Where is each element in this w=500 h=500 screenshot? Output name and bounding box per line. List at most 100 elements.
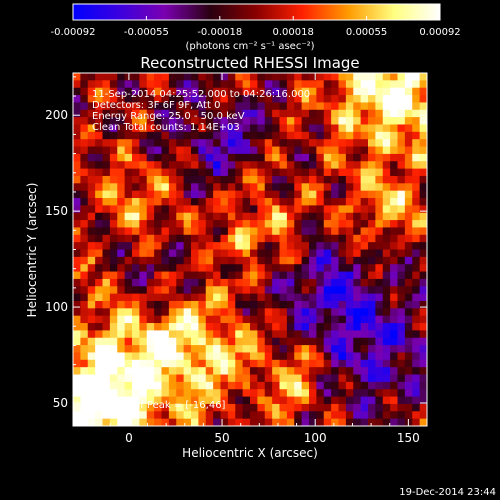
heatmap-cell [338,352,347,361]
heatmap-cell [235,411,244,420]
heatmap-cell [154,95,163,103]
heatmap-cell [331,220,340,228]
heatmap-cell [331,95,340,103]
heatmap-cell [168,256,177,265]
heatmap-cell [132,315,140,324]
y-axis-label: Heliocentric Y (arcsec) [25,183,39,318]
heatmap-cell [227,256,236,265]
y-tick-label: 50 [53,396,68,410]
heatmap-cell [205,139,214,148]
heatmap-cell [397,352,406,361]
heatmap-cell [382,396,391,405]
heatmap-cell [390,198,399,206]
heatmap-cell [176,403,185,412]
heatmap-cell [168,411,177,420]
heatmap-cell [124,131,133,140]
heatmap-cell [272,271,281,280]
heatmap-cell [139,345,148,353]
heatmap-cell [368,403,376,412]
heatmap-cell [95,161,104,170]
heatmap-cell [397,109,406,118]
heatmap-cell [345,249,354,258]
heatmap-cell [375,411,384,420]
heatmap-cell [368,359,376,368]
heatmap-cell [80,308,89,317]
heatmap-cell [176,300,185,309]
heatmap-cell [146,153,155,162]
heatmap-cell [235,403,244,412]
heatmap-cell [132,403,140,412]
heatmap-cell [264,117,273,125]
heatmap-cell [176,168,185,177]
heatmap-cell [323,337,332,346]
heatmap-cell [176,286,185,295]
heatmap-cell [316,95,325,103]
heatmap-cell [154,124,163,133]
heatmap-cell [404,212,413,221]
heatmap-cell [404,337,413,346]
heatmap-cell [257,80,266,89]
heatmap-cell [338,198,347,206]
heatmap-cell [294,418,303,426]
heatmap-cell [242,220,251,228]
heatmap-cell [353,330,362,339]
heatmap-cell [264,308,273,317]
heatmap-cell [235,234,244,243]
heatmap-cell [257,330,266,339]
heatmap-cell [191,293,199,302]
heatmap-cell [272,418,281,426]
heatmap-cell [191,367,199,376]
heatmap-cell [286,249,295,258]
heatmap-cell [132,198,140,206]
heatmap-cell [198,256,207,265]
heatmap-cell [198,330,207,339]
heatmap-cell [146,337,155,346]
heatmap-cell [331,308,340,317]
heatmap-cell [360,131,369,140]
heatmap-cell [80,161,89,170]
heatmap-cell [132,381,140,390]
heatmap-cell [323,87,332,96]
heatmap-cell [331,227,340,236]
heatmap-cell [368,73,376,81]
heatmap-cell [338,293,347,302]
heatmap-cell [117,95,126,103]
heatmap-cell [95,153,104,162]
heatmap-cell [198,300,207,309]
heatmap-cell [102,175,111,184]
heatmap-cell [309,95,317,103]
heatmap-cell [132,102,140,111]
heatmap-cell [109,389,118,398]
heatmap-cell [213,168,222,177]
heatmap-cell [412,227,421,236]
heatmap-cell [390,374,399,383]
heatmap-cell [227,315,236,324]
heatmap-cell [176,381,185,390]
heatmap-cell [146,205,155,214]
heatmap-cell [323,153,332,162]
heatmap-cell [286,168,295,177]
heatmap-cell [109,168,118,177]
heatmap-cell [397,293,406,302]
heatmap-cell [132,227,140,236]
heatmap-cell [338,403,347,412]
heatmap-cell [161,80,170,89]
heatmap-cell [87,396,96,405]
heatmap-cell [183,212,192,221]
heatmap-cell [419,205,427,214]
heatmap-cell [161,183,170,192]
heatmap-cell [368,102,376,111]
heatmap-cell [323,359,332,368]
heatmap-cell [227,95,236,103]
heatmap-cell [368,175,376,184]
heatmap-cell [360,271,369,280]
heatmap-cell [250,198,258,206]
heatmap-cell [331,256,340,265]
heatmap-cell [257,411,266,420]
heatmap-cell [198,146,207,155]
heatmap-cell [250,87,258,96]
heatmap-cell [146,345,155,353]
heatmap-cell [161,146,170,155]
heatmap-cell [331,396,340,405]
heatmap-cell [368,293,376,302]
